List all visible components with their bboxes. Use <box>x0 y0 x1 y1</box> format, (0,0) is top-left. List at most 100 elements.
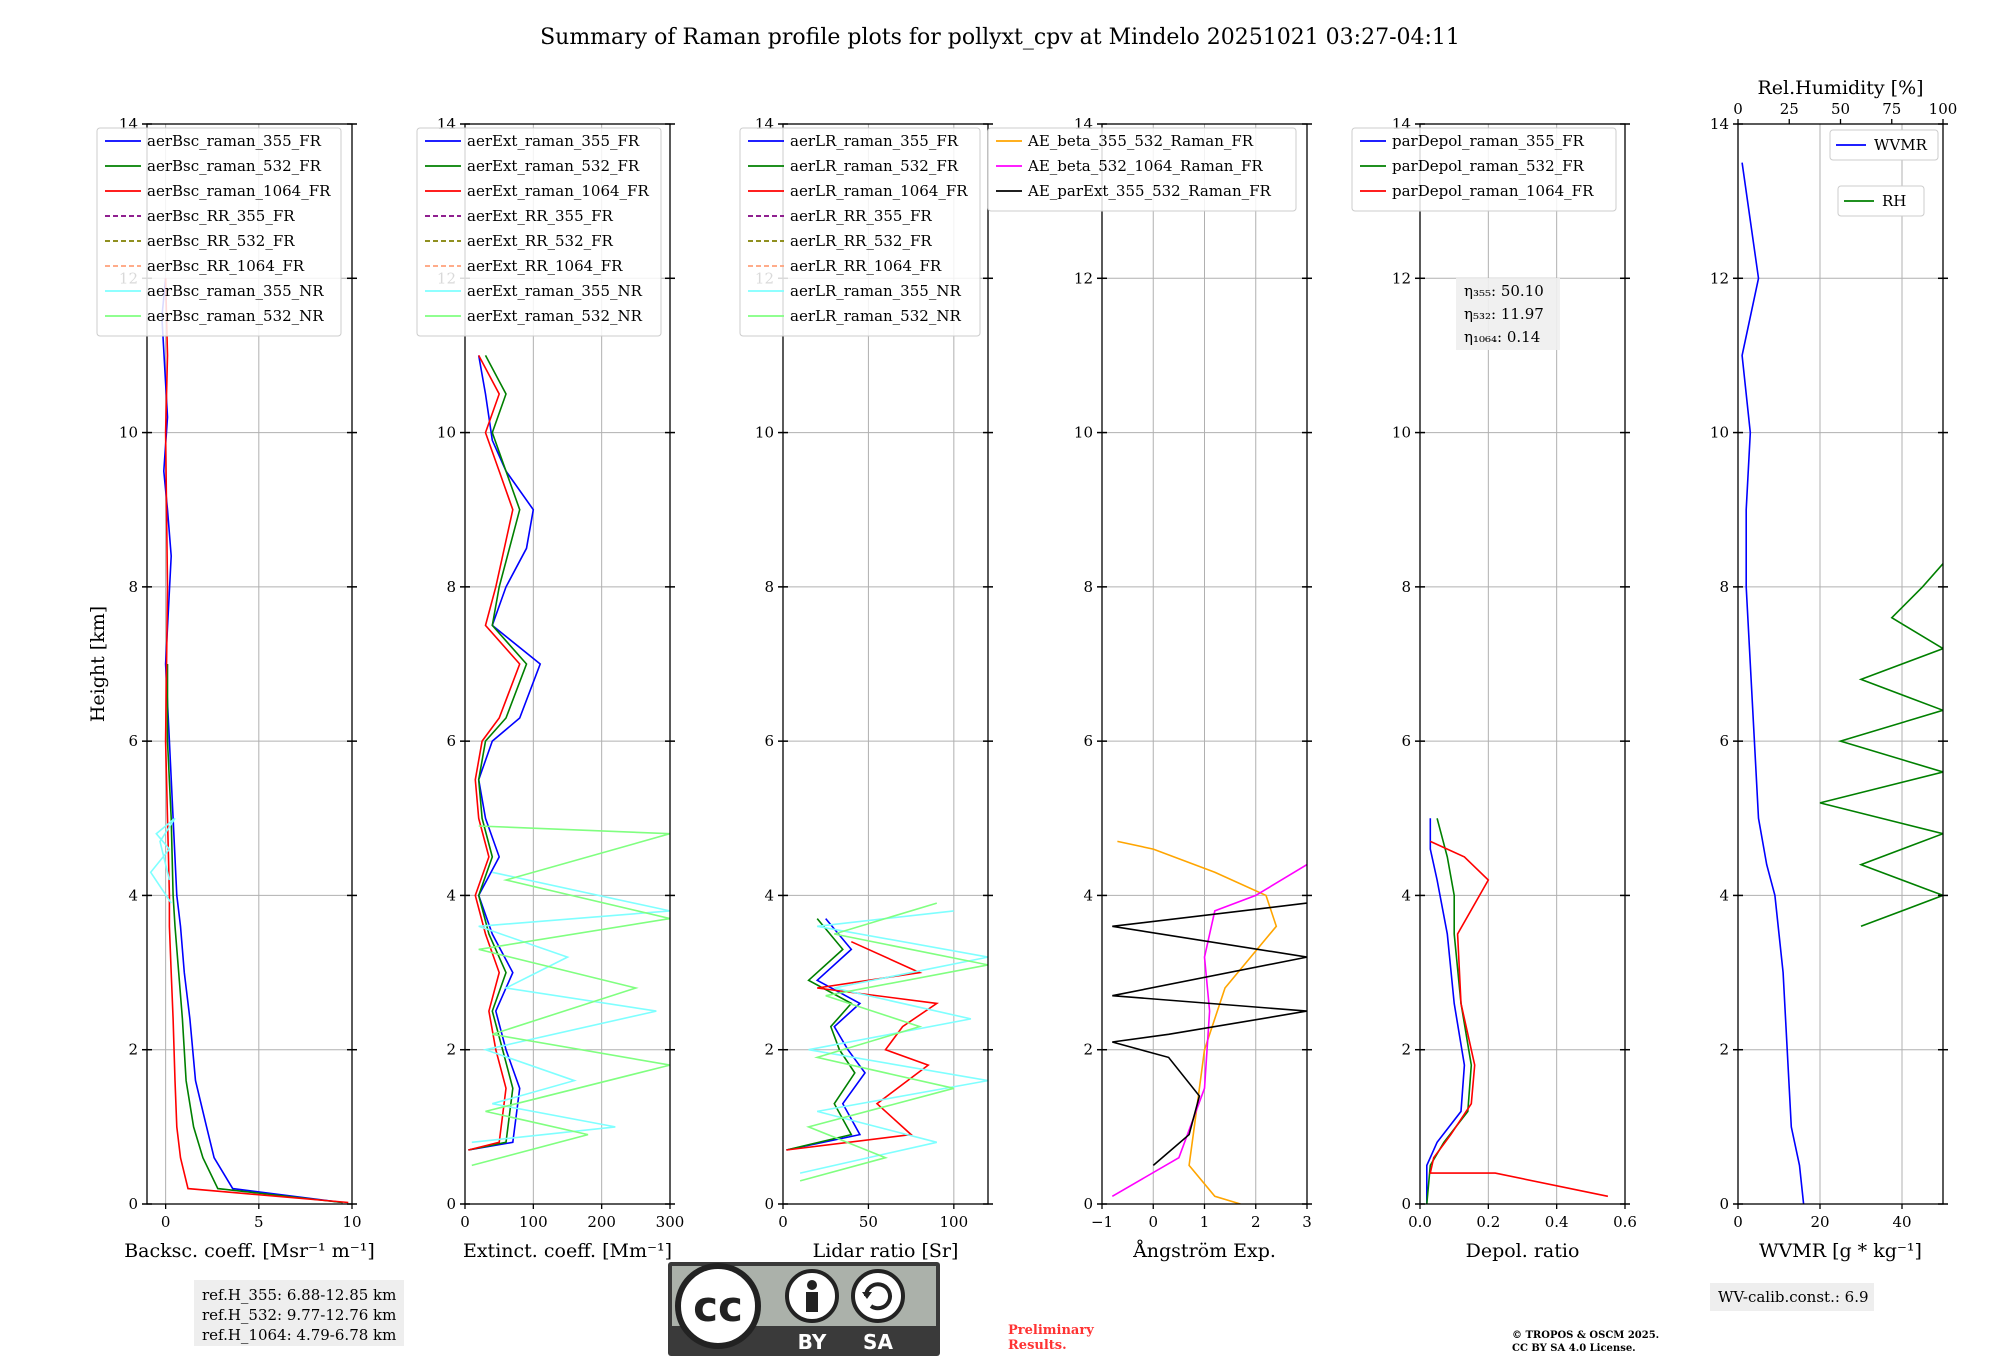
legend-entry: AE_beta_532_1064_Raman_FR <box>1027 157 1263 175</box>
y-tick-label: 10 <box>119 424 138 442</box>
x-tick-label: 3 <box>1302 1213 1312 1231</box>
series-line-aerBsc_raman_355_FR <box>161 278 343 1204</box>
legend-entry: aerLR_RR_1064_FR <box>790 257 942 275</box>
y-tick-label: 2 <box>128 1041 138 1059</box>
preliminary-text-1: Preliminary <box>1008 1323 1094 1338</box>
y-axis-label: Height [km] <box>87 606 109 722</box>
x-tick-label: −1 <box>1091 1213 1113 1231</box>
cc-by-label: BY <box>798 1330 827 1354</box>
series-line-aerLR_raman_355_FR <box>786 918 866 1151</box>
series-line-aerLR_raman_532_NR <box>799 902 988 1182</box>
legend-entry: aerExt_raman_532_FR <box>467 157 640 175</box>
series-line-aerLR_raman_532_FR <box>786 918 856 1151</box>
wv-calib-box: WV-calib.const.: 6.9 <box>1710 1283 1874 1311</box>
x-tick-label: 100 <box>519 1213 548 1231</box>
x2-tick-label: 0 <box>1733 100 1743 118</box>
y-tick-label: 6 <box>1401 732 1411 750</box>
x-axis-label: Backsc. coeff. [Msr⁻¹ m⁻¹] <box>124 1240 375 1262</box>
y-tick-label: 6 <box>1719 732 1729 750</box>
legend-entry: aerBsc_raman_532_FR <box>147 157 322 175</box>
legend-entry: aerExt_RR_1064_FR <box>467 257 623 275</box>
y-tick-label: 0 <box>1719 1195 1729 1213</box>
copyright-line-1: © TROPOS & OSCM 2025. <box>1512 1330 1659 1341</box>
ref-h-1064: ref.H_1064: 4.79-6.78 km <box>202 1326 396 1344</box>
x-tick-label: 1 <box>1200 1213 1210 1231</box>
y-tick-label: 4 <box>128 886 138 904</box>
wv-calib-text: WV-calib.const.: 6.9 <box>1718 1288 1869 1306</box>
series-line-aerBsc_raman_355_NR <box>149 817 176 904</box>
series-line-parDepol_raman_1064_FR <box>1429 840 1609 1198</box>
legend-entry: aerExt_RR_532_FR <box>467 232 614 250</box>
y-tick-label: 4 <box>1083 886 1093 904</box>
y-tick-label: 12 <box>1074 269 1093 287</box>
y-tick-label: 6 <box>446 732 456 750</box>
x-tick-label: 0 <box>1733 1213 1743 1231</box>
legend-entry: aerExt_RR_355_FR <box>467 207 614 225</box>
x-tick-label: 300 <box>656 1213 685 1231</box>
y-tick-label: 8 <box>764 578 774 596</box>
x-tick-label: 2 <box>1251 1213 1261 1231</box>
x-tick-label: 0.6 <box>1613 1213 1637 1231</box>
preliminary-text-2: Results. <box>1008 1338 1067 1353</box>
ref-h-355: ref.H_355: 6.88-12.85 km <box>202 1286 396 1304</box>
legend-entry: aerBsc_RR_532_FR <box>147 232 295 250</box>
legend-entry: aerLR_raman_355_FR <box>790 132 959 150</box>
legend-entry: aerBsc_raman_355_NR <box>147 282 324 300</box>
x-tick-label: 5 <box>254 1213 264 1231</box>
legend-entry: aerBsc_RR_1064_FR <box>147 257 305 275</box>
series-line-aerLR_raman_355_NR <box>799 910 988 1174</box>
x-axis-label: Depol. ratio <box>1466 1240 1580 1262</box>
legend-entry: aerExt_raman_532_NR <box>467 307 643 325</box>
y-tick-label: 8 <box>1401 578 1411 596</box>
legend-entry: aerLR_RR_532_FR <box>790 232 932 250</box>
legend-entry: WVMR <box>1874 136 1928 154</box>
x2-tick-label: 100 <box>1929 100 1958 118</box>
x-tick-label: 50 <box>859 1213 878 1231</box>
y-tick-label: 0 <box>128 1195 138 1213</box>
y-tick-label: 0 <box>1083 1195 1093 1213</box>
x-axis-label: Ångström Exp. <box>1132 1240 1276 1262</box>
legend-ext: aerExt_raman_355_FR aerExt_raman_532_FRae… <box>416 127 662 337</box>
y-tick-label: 10 <box>1392 424 1411 442</box>
x-tick-label: 0.4 <box>1545 1213 1569 1231</box>
x-tick-label: 200 <box>587 1213 616 1231</box>
series-line-parDepol_raman_532_FR <box>1426 818 1473 1204</box>
series-line-AE_parExt_355_532_Raman_FR <box>1112 902 1307 1167</box>
share-alike-icon <box>851 1269 905 1323</box>
legend-entry: parDepol_raman_1064_FR <box>1392 182 1594 200</box>
eta-value: η₁₀₆₄: 0.14 <box>1464 328 1540 346</box>
series-line-WVMR <box>1741 162 1805 1204</box>
y-tick-label: 2 <box>446 1041 456 1059</box>
y-tick-label: 0 <box>446 1195 456 1213</box>
cc-logo-text: cc <box>693 1282 743 1331</box>
panel-ext: 024681012140100200300Extinct. coeff. [Mm… <box>416 115 685 1262</box>
y-tick-label: 14 <box>1710 115 1729 133</box>
x-tick-label: 0 <box>778 1213 788 1231</box>
y-tick-label: 6 <box>128 732 138 750</box>
y-tick-label: 8 <box>128 578 138 596</box>
eta-value: η₅₃₂: 11.97 <box>1464 305 1544 323</box>
legend-entry: aerLR_raman_1064_FR <box>790 182 968 200</box>
x-tick-label: 40 <box>1892 1213 1911 1231</box>
x-tick-label: 100 <box>940 1213 969 1231</box>
y-tick-label: 10 <box>1074 424 1093 442</box>
x-tick-label: 0.0 <box>1408 1213 1432 1231</box>
y-tick-label: 10 <box>1710 424 1729 442</box>
legend-entry: AE_parExt_355_532_Raman_FR <box>1027 182 1272 200</box>
y-tick-label: 10 <box>755 424 774 442</box>
legend-entry: parDepol_raman_532_FR <box>1392 157 1585 175</box>
legend-wv: WVMR RH <box>1829 129 1939 217</box>
copyright-line-2: CC BY SA 4.0 License. <box>1512 1343 1636 1354</box>
ref-height-box: ref.H_355: 6.88-12.85 km ref.H_532: 9.77… <box>194 1280 404 1346</box>
y-tick-label: 6 <box>1083 732 1093 750</box>
y-tick-label: 10 <box>437 424 456 442</box>
x2-axis-label: Rel.Humidity [%] <box>1757 77 1923 99</box>
y-tick-label: 6 <box>764 732 774 750</box>
ref-h-532: ref.H_532: 9.77-12.76 km <box>202 1306 396 1324</box>
plot-frame <box>1419 123 1626 1205</box>
y-tick-label: 4 <box>1719 886 1729 904</box>
